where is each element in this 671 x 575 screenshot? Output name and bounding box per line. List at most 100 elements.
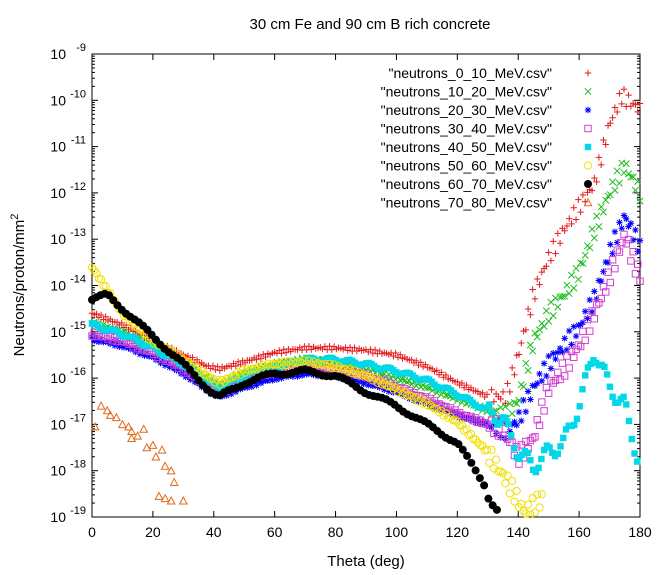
series-point — [532, 468, 540, 476]
series-point — [184, 371, 192, 379]
series-point — [634, 248, 641, 255]
series-point — [369, 349, 377, 357]
series-point — [526, 341, 534, 349]
series-point — [416, 394, 425, 404]
series-point — [529, 347, 537, 355]
y-tick-exponent: -12 — [70, 181, 86, 193]
y-tick-base: 10 — [50, 231, 66, 247]
series-point — [116, 343, 123, 351]
y-tick-label: 10 — [50, 278, 66, 294]
series-point — [227, 373, 236, 382]
series-point — [587, 360, 594, 368]
series-point — [561, 335, 568, 342]
series-point — [579, 259, 587, 268]
series-point — [607, 119, 614, 127]
series-point — [602, 141, 609, 148]
series-point — [282, 349, 290, 356]
x-tick-label: 120 — [446, 524, 470, 540]
series-point — [620, 212, 628, 219]
y-tick-exponent: -18 — [70, 459, 86, 471]
legend-marker — [584, 180, 592, 188]
series-point — [129, 345, 137, 352]
series-point — [551, 294, 560, 302]
series-point — [442, 371, 450, 379]
series-point — [524, 388, 532, 395]
series-point — [471, 414, 480, 422]
series-point — [595, 154, 603, 161]
series-point — [435, 406, 443, 413]
series-point — [478, 419, 487, 428]
series-point — [627, 220, 635, 227]
series-point — [534, 380, 541, 387]
series-point — [533, 333, 541, 341]
y-axis-label-main: Neutrons/proton/mm — [11, 220, 28, 357]
series-point — [560, 434, 567, 442]
x-axis-ticks: 0 20 40 60 80 100 120 140 160 180 — [88, 54, 652, 540]
series-point — [367, 379, 374, 386]
series-point — [547, 257, 555, 264]
series-point — [492, 430, 500, 437]
y-tick-base: 10 — [50, 324, 66, 340]
series-point — [437, 406, 446, 415]
series-point — [579, 327, 587, 336]
series-point — [391, 383, 400, 392]
series-point — [248, 383, 256, 391]
series-point — [570, 284, 578, 292]
series-point — [463, 381, 470, 389]
series-point — [497, 395, 504, 403]
series-point — [554, 349, 561, 356]
legend-label: "neutrons_40_50_MeV.csv" — [381, 139, 552, 155]
series-point — [566, 327, 573, 335]
series-point — [574, 341, 583, 349]
series-point — [616, 90, 623, 97]
series-point — [538, 377, 546, 385]
series-point — [399, 390, 406, 397]
series-6 — [88, 289, 501, 514]
y-tick-exponent: -10 — [70, 88, 86, 100]
y-tick-exponent: -14 — [70, 274, 86, 286]
series-point — [542, 383, 551, 392]
legend-marker — [583, 197, 593, 207]
series-point — [538, 268, 546, 276]
series-point — [123, 321, 130, 329]
series-point — [567, 347, 576, 356]
series-point — [551, 376, 560, 385]
series-point — [105, 410, 115, 419]
series-point — [142, 442, 152, 452]
legend-marker — [584, 87, 592, 96]
series-point — [629, 236, 637, 244]
series-point — [558, 359, 567, 367]
series-point — [563, 346, 571, 353]
series-point — [231, 372, 240, 381]
series-point — [597, 294, 605, 303]
series-point — [565, 364, 573, 372]
series-point — [530, 508, 540, 517]
series-point — [563, 222, 571, 230]
y-tick-base: 10 — [50, 92, 66, 108]
series-point — [602, 258, 609, 266]
series-point — [252, 365, 261, 374]
series-point — [572, 264, 580, 272]
y-tick-label: 10 — [50, 463, 66, 479]
series-point — [558, 293, 566, 301]
series-point — [365, 382, 372, 389]
series-point — [522, 326, 530, 334]
x-tick-label: 60 — [267, 524, 283, 540]
series-point — [273, 376, 281, 383]
series-point — [616, 219, 623, 226]
y-tick-base: 10 — [50, 139, 66, 155]
series-point — [559, 348, 566, 356]
legend-marker — [584, 69, 592, 77]
series-point — [467, 458, 476, 467]
series-point — [475, 474, 484, 483]
series-point — [236, 370, 245, 379]
series-point — [433, 367, 440, 374]
series-point — [136, 350, 144, 358]
series-point — [383, 384, 390, 391]
series-point — [96, 401, 106, 410]
series-point — [148, 440, 158, 449]
series-point — [591, 174, 598, 182]
series-point — [498, 469, 508, 478]
series-point — [576, 342, 585, 351]
y-tick-exponent: -9 — [76, 42, 86, 54]
